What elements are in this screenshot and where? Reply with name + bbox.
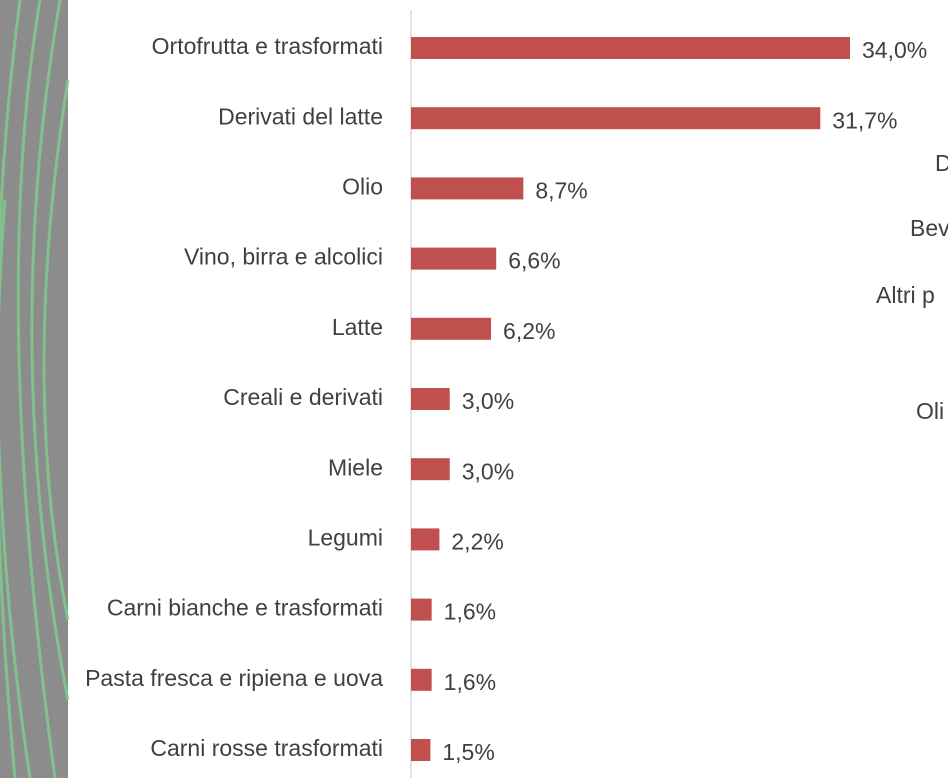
category-label: Olio [342, 173, 383, 199]
category-label: Latte [332, 314, 383, 340]
value-label: 6,6% [508, 248, 560, 274]
category-label: Vino, birra e alcolici [184, 244, 383, 270]
value-label: 34,0% [862, 37, 927, 63]
category-label: Derivati del latte [218, 103, 383, 129]
cropped-label: D [935, 150, 948, 176]
category-label: Legumi [308, 524, 383, 550]
value-label: 31,7% [832, 107, 897, 133]
bar [411, 598, 432, 621]
bar [411, 739, 431, 761]
bar [411, 37, 850, 59]
value-label: 3,0% [462, 388, 514, 414]
cropped-label: Bev [910, 215, 948, 241]
bar [411, 317, 492, 340]
decor-arcs [0, 0, 70, 778]
category-label: Ortofrutta e trasformati [152, 33, 383, 59]
category-label: Carni bianche e trasformati [107, 595, 383, 621]
category-label: Pasta fresca e ripiena e uova [85, 665, 383, 691]
value-label: 6,2% [503, 318, 555, 344]
value-label: 1,5% [442, 739, 494, 765]
bar [411, 528, 440, 551]
bar [411, 247, 497, 270]
value-label: 1,6% [444, 669, 496, 695]
bar [411, 177, 524, 200]
category-label: Creali e derivati [223, 384, 383, 410]
value-label: 1,6% [444, 599, 496, 625]
bar [411, 668, 432, 691]
value-label: 2,2% [451, 528, 503, 554]
category-label: Carni rosse trasformati [150, 735, 383, 761]
bar [411, 388, 450, 410]
value-label: 8,7% [535, 177, 587, 203]
category-label: Miele [328, 454, 383, 480]
value-label: 3,0% [462, 458, 514, 484]
bar [411, 107, 821, 130]
cropped-label: Altri p [876, 282, 935, 308]
bar [411, 458, 450, 481]
cropped-label: Oli [916, 398, 944, 424]
